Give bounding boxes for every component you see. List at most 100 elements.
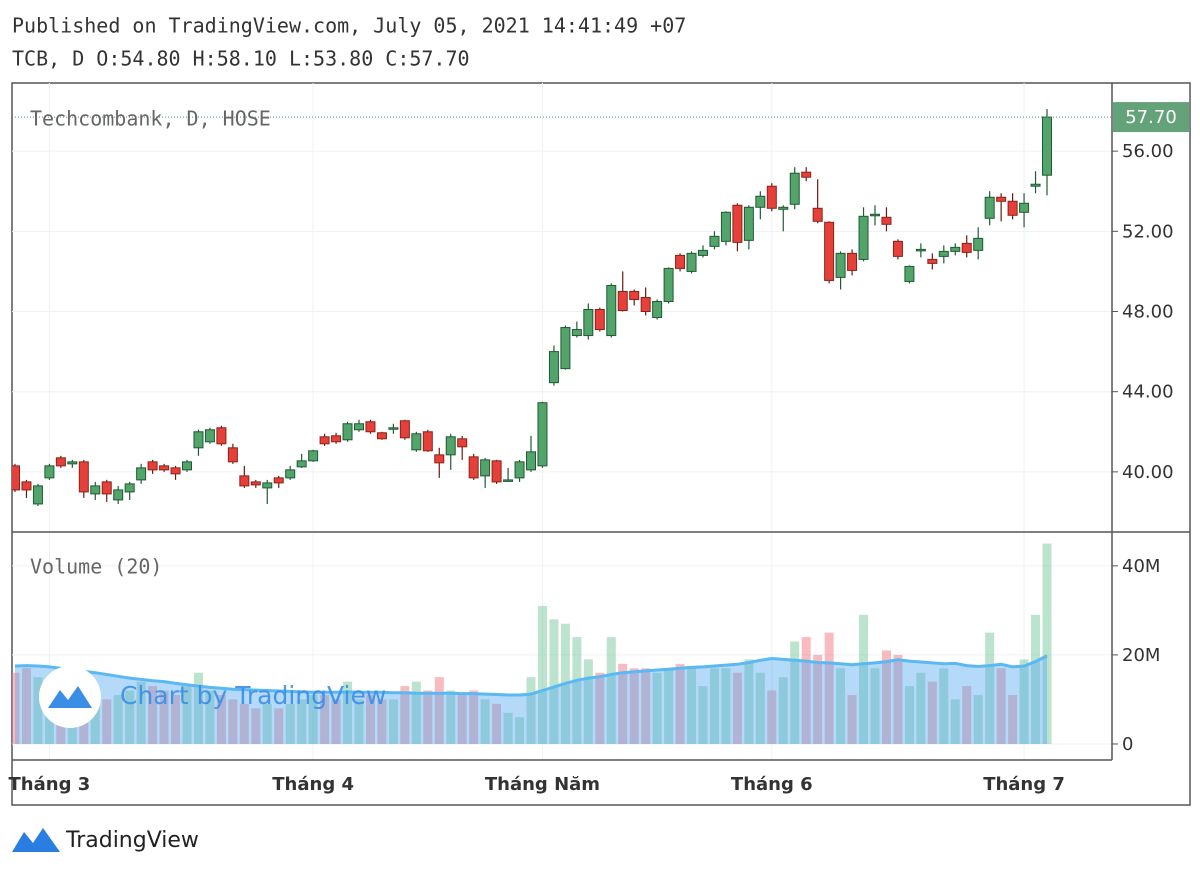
- candle-body: [537, 402, 548, 467]
- volume-bar: [595, 672, 605, 744]
- volume-bar: [113, 694, 123, 744]
- volume-bar: [962, 686, 972, 744]
- volume-bar: [354, 699, 364, 744]
- volume-bar: [365, 694, 375, 744]
- volume-bar: [881, 650, 891, 744]
- candle-body: [376, 432, 387, 440]
- volume-bar: [434, 677, 444, 744]
- volume-bar: [125, 690, 135, 744]
- volume-bar: [813, 654, 823, 744]
- volume-bar: [916, 672, 926, 744]
- candle-body: [365, 421, 376, 433]
- candle-body: [720, 211, 731, 242]
- candle-body: [709, 235, 720, 247]
- volume-pane-title: Volume (20): [30, 555, 162, 579]
- candle-body: [1019, 202, 1030, 213]
- candle-body: [778, 206, 789, 210]
- watermark-logo-mark: [48, 686, 92, 708]
- volume-bar: [939, 668, 949, 744]
- volume-bar: [618, 663, 628, 744]
- candle-body: [445, 436, 456, 456]
- candle-body: [881, 216, 892, 225]
- watermark-text: Chart by TradingView: [120, 681, 386, 710]
- volume-bar: [927, 681, 937, 744]
- volume-bar: [641, 668, 651, 744]
- watermark-logo: [39, 666, 101, 728]
- volume-bar: [790, 641, 800, 744]
- volume-bar: [801, 637, 811, 744]
- candle-body: [915, 248, 926, 252]
- candle-body: [193, 431, 204, 449]
- x-tick-label: Tháng 7: [983, 774, 1065, 795]
- candle-body: [1007, 200, 1018, 216]
- candle-body: [1030, 183, 1041, 187]
- candle-body: [514, 461, 525, 479]
- candle-body: [652, 300, 663, 319]
- candle-body: [686, 252, 697, 272]
- volume-bar: [652, 672, 662, 744]
- volume-bar: [698, 686, 708, 744]
- volume-bar: [320, 694, 330, 744]
- volume-bar: [136, 681, 146, 744]
- volume-bar: [904, 686, 914, 744]
- volume-bar: [193, 672, 203, 744]
- volume-bar: [21, 668, 31, 744]
- volume-bar: [159, 690, 169, 744]
- volume-bar: [778, 677, 788, 744]
- volume-bar: [1008, 694, 1018, 744]
- x-tick-label: Tháng 3: [9, 774, 91, 795]
- candle-body: [950, 246, 961, 252]
- volume-bar: [755, 672, 765, 744]
- candle-body: [250, 481, 261, 486]
- publish-line: Published on TradingView.com, July 05, 2…: [12, 14, 686, 38]
- volume-bar: [572, 637, 582, 744]
- candle-body: [789, 172, 800, 205]
- candle-body: [67, 461, 78, 465]
- candle-body: [973, 237, 984, 251]
- candle-body: [503, 479, 514, 482]
- candle-body: [331, 435, 342, 443]
- candle-body: [170, 467, 181, 475]
- x-tick-label: Tháng 4: [272, 774, 354, 795]
- volume-bar: [297, 699, 307, 744]
- candle-body: [640, 296, 651, 313]
- watermark: Chart by TradingView: [39, 666, 386, 728]
- volume-bar: [996, 668, 1006, 744]
- candle-body: [262, 482, 273, 489]
- candle-body: [55, 457, 66, 467]
- candle-body: [21, 481, 32, 491]
- volume-bar: [709, 668, 719, 744]
- volume-bar: [457, 694, 467, 744]
- volume-bar: [870, 668, 880, 744]
- volume-bar: [423, 690, 433, 744]
- volume-bar: [836, 668, 846, 744]
- candle-body: [824, 221, 835, 281]
- candle-body: [491, 460, 502, 483]
- volume-bar: [343, 681, 353, 744]
- volume-bar: [480, 699, 490, 744]
- last-price-label: 57.70: [1125, 107, 1177, 128]
- y-tick-label: 40M: [1122, 556, 1160, 577]
- candle-body: [858, 215, 869, 260]
- volume-bar: [893, 654, 903, 744]
- candle-body: [44, 465, 55, 479]
- price-pane-title: Techcombank, D, HOSE: [30, 107, 271, 131]
- volume-bar: [331, 699, 341, 744]
- volume-bar: [549, 619, 559, 744]
- volume-bar: [847, 694, 857, 744]
- candle-body: [938, 250, 949, 257]
- candle-body: [560, 327, 571, 370]
- volume-bar: [744, 659, 754, 744]
- candle-body: [354, 423, 364, 431]
- candle-body: [583, 309, 594, 337]
- candle-body: [227, 447, 238, 463]
- volume-bar: [262, 703, 272, 744]
- candle-body: [388, 427, 399, 430]
- candle-body: [548, 351, 559, 384]
- candle-body: [308, 450, 319, 462]
- candle-body: [732, 204, 743, 243]
- candle-body: [755, 195, 766, 208]
- candle-body: [571, 329, 582, 337]
- volume-bar: [767, 690, 777, 744]
- footer-logo: TradingView: [12, 828, 199, 853]
